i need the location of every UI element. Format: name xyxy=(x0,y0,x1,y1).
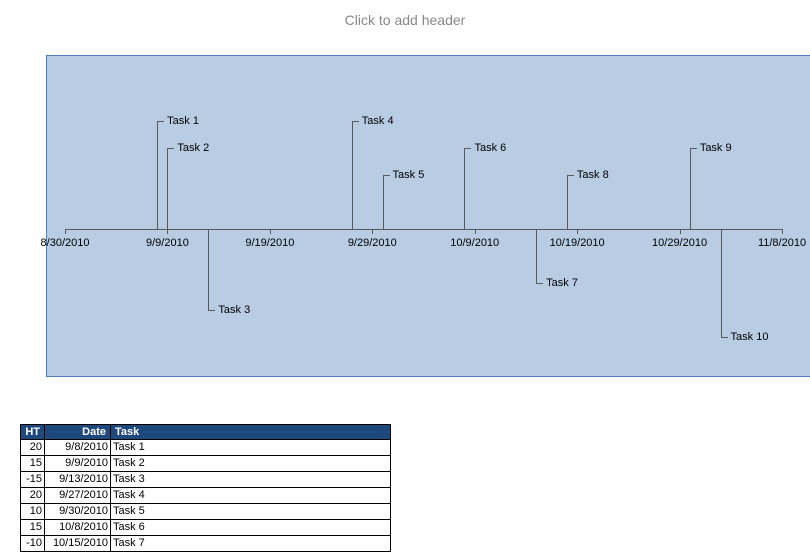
cell-ht[interactable]: 20 xyxy=(21,488,45,504)
cell-ht[interactable]: 15 xyxy=(21,520,45,536)
table-row[interactable]: -1010/15/2010Task 7 xyxy=(21,536,391,552)
task-label: Task 4 xyxy=(362,115,394,127)
col-header-date: Date xyxy=(45,425,111,440)
task-cap xyxy=(208,310,215,311)
x-axis-label: 10/19/2010 xyxy=(550,237,605,249)
x-tick xyxy=(782,229,783,234)
x-tick xyxy=(372,229,373,234)
task-label: Task 8 xyxy=(577,169,609,181)
x-tick xyxy=(65,229,66,234)
task-stem xyxy=(157,121,158,229)
cell-date[interactable]: 9/27/2010 xyxy=(45,488,111,504)
table-row[interactable]: 1510/8/2010Task 6 xyxy=(21,520,391,536)
task-stem xyxy=(352,121,353,229)
cell-ht[interactable]: -15 xyxy=(21,472,45,488)
cell-task[interactable]: Task 1 xyxy=(111,440,391,456)
x-axis-label: 8/30/2010 xyxy=(41,237,90,249)
x-tick xyxy=(680,229,681,234)
x-axis-label: 9/29/2010 xyxy=(348,237,397,249)
task-label: Task 10 xyxy=(731,331,769,343)
cell-task[interactable]: Task 7 xyxy=(111,536,391,552)
cell-date[interactable]: 9/30/2010 xyxy=(45,504,111,520)
x-axis-label: 10/9/2010 xyxy=(450,237,499,249)
task-label: Task 7 xyxy=(546,277,578,289)
x-tick xyxy=(270,229,271,234)
x-axis xyxy=(65,229,782,230)
task-cap xyxy=(690,148,697,149)
x-tick xyxy=(475,229,476,234)
task-stem xyxy=(536,229,537,283)
task-cap xyxy=(464,148,471,149)
task-label: Task 5 xyxy=(393,169,425,181)
task-stem xyxy=(167,148,168,229)
table-row[interactable]: 209/8/2010Task 1 xyxy=(21,440,391,456)
cell-ht[interactable]: 10 xyxy=(21,504,45,520)
col-header-task: Task xyxy=(111,425,391,440)
task-label: Task 1 xyxy=(167,115,199,127)
timeline-chart[interactable]: 8/30/20109/9/20109/19/20109/29/201010/9/… xyxy=(46,55,810,377)
task-stem xyxy=(464,148,465,229)
task-cap xyxy=(567,175,574,176)
task-cap xyxy=(536,283,543,284)
table-row[interactable]: 159/9/2010Task 2 xyxy=(21,456,391,472)
x-tick xyxy=(577,229,578,234)
cell-task[interactable]: Task 3 xyxy=(111,472,391,488)
cell-date[interactable]: 9/13/2010 xyxy=(45,472,111,488)
task-stem xyxy=(721,229,722,337)
cell-date[interactable]: 9/8/2010 xyxy=(45,440,111,456)
cell-ht[interactable]: 15 xyxy=(21,456,45,472)
task-label: Task 2 xyxy=(177,142,209,154)
x-axis-label: 9/9/2010 xyxy=(146,237,189,249)
x-axis-label: 10/29/2010 xyxy=(652,237,707,249)
table-row[interactable]: 209/27/2010Task 4 xyxy=(21,488,391,504)
task-label: Task 9 xyxy=(700,142,732,154)
x-axis-label: 9/19/2010 xyxy=(245,237,294,249)
task-cap xyxy=(167,148,174,149)
cell-task[interactable]: Task 5 xyxy=(111,504,391,520)
cell-task[interactable]: Task 6 xyxy=(111,520,391,536)
table-row[interactable]: -159/13/2010Task 3 xyxy=(21,472,391,488)
cell-ht[interactable]: -10 xyxy=(21,536,45,552)
task-cap xyxy=(352,121,359,122)
task-label: Task 3 xyxy=(218,304,250,316)
cell-ht[interactable]: 20 xyxy=(21,440,45,456)
task-label: Task 6 xyxy=(474,142,506,154)
table-header-row: HT Date Task xyxy=(21,425,391,440)
cell-task[interactable]: Task 2 xyxy=(111,456,391,472)
task-stem xyxy=(383,175,384,229)
task-stem xyxy=(690,148,691,229)
table-row[interactable]: 109/30/2010Task 5 xyxy=(21,504,391,520)
header-placeholder[interactable]: Click to add header xyxy=(0,12,810,28)
cell-date[interactable]: 9/9/2010 xyxy=(45,456,111,472)
task-cap xyxy=(721,337,728,338)
task-stem xyxy=(567,175,568,229)
data-table: HT Date Task 209/8/2010Task 1159/9/2010T… xyxy=(20,424,391,552)
x-tick xyxy=(167,229,168,234)
task-cap xyxy=(157,121,164,122)
cell-task[interactable]: Task 4 xyxy=(111,488,391,504)
cell-date[interactable]: 10/8/2010 xyxy=(45,520,111,536)
task-cap xyxy=(383,175,390,176)
task-stem xyxy=(208,229,209,310)
x-axis-label: 11/8/2010 xyxy=(758,237,806,249)
cell-date[interactable]: 10/15/2010 xyxy=(45,536,111,552)
col-header-ht: HT xyxy=(21,425,45,440)
